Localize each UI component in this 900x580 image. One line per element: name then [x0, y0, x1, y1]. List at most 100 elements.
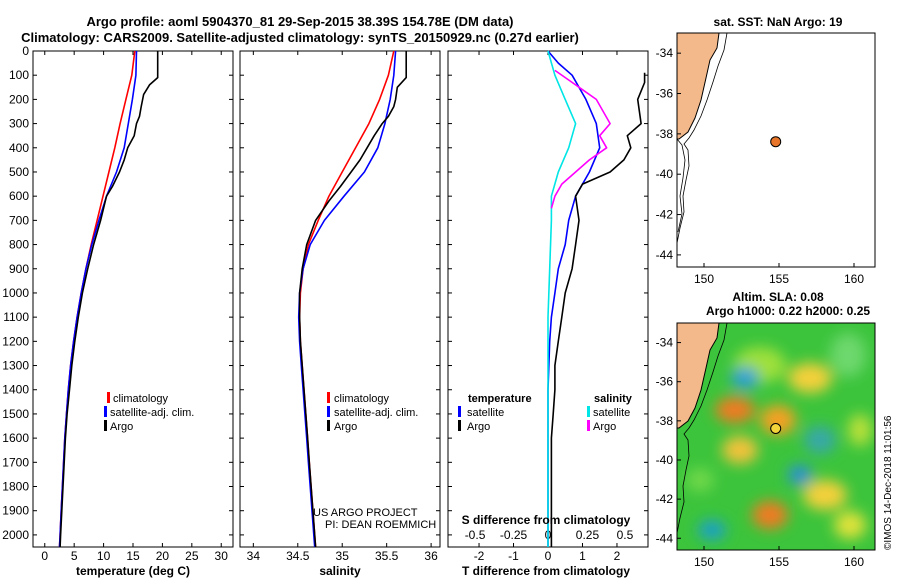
legend-satellite-label: satellite-adj. clim.	[334, 407, 418, 419]
difference-panel: -2 -1 0 1 2-0.5 -0.25 0 0.25 0.5 T difference fr…	[447, 50, 649, 578]
difference-xlabel-s: S difference from climatology	[462, 513, 631, 527]
y-tick-label: 600	[9, 189, 29, 203]
series-line-argo	[298, 51, 408, 548]
sst-map-shelf-contour	[676, 32, 728, 244]
salinity-legend: climatology satellite-adj. clim. Argo	[327, 392, 418, 433]
legend-s-satellite-label: satellite	[593, 407, 630, 419]
x2-tick-label: 0.25	[576, 528, 600, 542]
lat-tick-label: -44	[656, 531, 674, 545]
legend-temperature-title: temperature	[468, 393, 532, 405]
lat-tick-label: -40	[656, 167, 674, 181]
lat-tick-label: -36	[656, 87, 674, 101]
y-tick-label: 900	[9, 262, 29, 276]
x-tick-label: 15	[126, 549, 140, 563]
sst-map-land	[676, 32, 720, 140]
y-tick-label: 300	[9, 117, 29, 131]
legend-s-satellite-swatch	[587, 406, 590, 417]
legend-satellite-label: satellite-adj. clim.	[110, 407, 194, 419]
y-tick-label: 1700	[2, 455, 29, 469]
x-tick-label: 34.5	[286, 549, 310, 563]
sla-map-title-2: Argo h1000: 0.22 h2000: 0.25	[706, 304, 870, 318]
x-tick-label: -1	[508, 549, 519, 563]
difference-legend: temperature satellite Argo salinity sate…	[458, 393, 633, 433]
x2-tick-label: -0.5	[465, 528, 486, 542]
legend-climatology-swatch	[107, 392, 110, 403]
x-tick-label: 25	[185, 549, 199, 563]
x-tick-label: 35	[336, 549, 350, 563]
legend-climatology-label: climatology	[334, 393, 390, 405]
difference-xlabel-t: T difference from climatology	[462, 564, 630, 578]
sla-map-frame	[676, 322, 876, 551]
imos-watermark: ©IMOS 14-Dec-2018 11:01:56	[883, 415, 894, 550]
x-tick-label: -2	[474, 549, 485, 563]
lon-tick-label: 155	[769, 555, 789, 569]
sla-map: Altim. SLA: 0.08 Argo h1000: 0.22 h2000:…	[656, 290, 876, 569]
x-tick-label: 35.5	[375, 549, 399, 563]
y-tick-label: 200	[9, 92, 29, 106]
x-tick-label: 0	[41, 549, 48, 563]
y-tick-label: 0	[22, 44, 29, 58]
sla-map-title-1: Altim. SLA: 0.08	[732, 290, 824, 304]
y-tick-label: 800	[9, 238, 29, 252]
y-tick-label: 500	[9, 165, 29, 179]
header-line-2: Climatology: CARS2009. Satellite-adjuste…	[21, 30, 579, 45]
lat-tick-label: -42	[656, 492, 674, 506]
x-tick-label: 10	[97, 549, 111, 563]
legend-argo-swatch	[104, 420, 107, 431]
x-tick-label: 36	[424, 549, 438, 563]
y-tick-label: 1900	[2, 504, 29, 518]
lat-tick-label: -34	[656, 46, 674, 60]
legend-argo-swatch	[327, 420, 330, 431]
x-tick-label: 0	[545, 549, 552, 563]
lat-tick-label: -38	[656, 414, 674, 428]
y-tick-label: 1200	[2, 334, 29, 348]
lat-tick-label: -38	[656, 127, 674, 141]
temperature-legend: climatology satellite-adj. clim. Argo	[104, 392, 194, 433]
legend-t-satellite-swatch	[458, 406, 461, 417]
y-tick-label: 1600	[2, 431, 29, 445]
legend-s-argo-swatch	[587, 420, 590, 431]
y-tick-label: 1000	[2, 286, 29, 300]
series-line-s-argo	[550, 69, 611, 209]
x-tick-label: 20	[156, 549, 170, 563]
x-tick-label: 5	[71, 549, 78, 563]
legend-t-argo-label: Argo	[467, 421, 490, 433]
lon-tick-label: 150	[694, 555, 714, 569]
legend-satellite-swatch	[104, 406, 107, 417]
y-tick-label: 1800	[2, 480, 29, 494]
legend-argo-label: Argo	[334, 421, 357, 433]
legend-t-argo-swatch	[458, 420, 461, 431]
sla-field	[677, 323, 875, 550]
series-line-s-satellite	[547, 50, 577, 547]
legend-salinity-title: salinity	[594, 393, 633, 405]
credit-line-1: US ARGO PROJECT	[313, 507, 418, 519]
x2-tick-label: 0.5	[617, 528, 634, 542]
salinity-xlabel: salinity	[319, 564, 361, 578]
lat-tick-label: -36	[656, 375, 674, 389]
lat-tick-label: -44	[656, 248, 674, 262]
legend-s-argo-label: Argo	[593, 421, 616, 433]
x-tick-label: 1	[579, 549, 586, 563]
sla-argo-position-marker	[770, 423, 782, 434]
sst-map: sat. SST: NaN Argo: 19 -34 -36 -38 -40 -42 -4…	[656, 15, 876, 286]
legend-argo-label: Argo	[110, 421, 133, 433]
lat-tick-label: -40	[656, 453, 674, 467]
lon-tick-label: 160	[844, 272, 864, 286]
sst-map-frame	[676, 32, 876, 268]
temperature-xlabel: temperature (deg C)	[76, 564, 190, 578]
sla-map-land	[677, 323, 720, 429]
legend-t-satellite-label: satellite	[467, 407, 504, 419]
legend-climatology-label: climatology	[113, 393, 169, 405]
y-tick-label: 1300	[2, 359, 29, 373]
series-line-argo	[59, 51, 159, 548]
y-tick-label: 100	[9, 68, 29, 82]
lon-tick-label: 160	[844, 555, 864, 569]
salinity-panel: 34 34.5 35 35.5 36 salinity climatology sate…	[239, 50, 441, 578]
legend-climatology-swatch	[327, 392, 330, 403]
temperature-panel: 0100200300400500600700800900100011001200…	[2, 44, 234, 578]
lat-tick-label: -34	[656, 336, 674, 350]
x2-tick-label: -0.25	[500, 528, 528, 542]
x-tick-label: 30	[215, 549, 229, 563]
x-tick-label: 2	[614, 549, 621, 563]
